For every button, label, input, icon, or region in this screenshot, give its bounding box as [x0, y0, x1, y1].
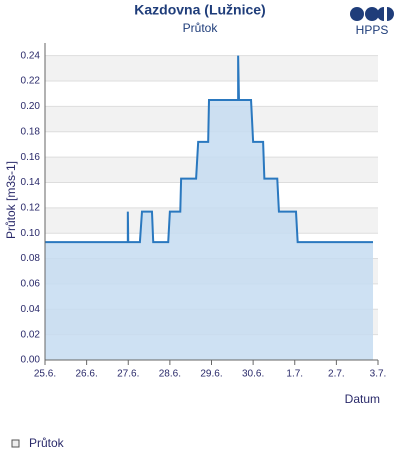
plot	[45, 55, 378, 361]
y-tick-label: 0.00	[21, 355, 41, 366]
x-axis-label: Datum	[345, 392, 380, 406]
logo-icon	[350, 7, 394, 21]
x-tick-label: 29.6.	[200, 369, 222, 380]
y-tick-label: 0.10	[21, 228, 41, 239]
x-tick-label: 1.7.	[286, 369, 303, 380]
y-tick-label: 0.02	[21, 329, 41, 340]
chart-title: Kazdovna (Lužnice)	[134, 2, 265, 18]
y-axis-label: Průtok [m3s-1]	[4, 161, 18, 239]
y-tick-label: 0.18	[21, 126, 41, 137]
y-tick-label: 0.16	[21, 152, 41, 163]
y-tick-label: 0.24	[21, 50, 41, 61]
y-tick-label: 0.06	[21, 279, 41, 290]
x-tick-label: 30.6.	[242, 369, 264, 380]
x-tick-label: 28.6.	[159, 369, 181, 380]
line	[45, 55, 374, 244]
logo-text: HPPS	[356, 23, 389, 37]
y-tick-label: 0.08	[21, 253, 41, 264]
x-tick-label: 25.6.	[34, 369, 56, 380]
x-tick-label: 27.6.	[117, 369, 139, 380]
y-tick-label: 0.14	[21, 177, 41, 188]
x-tick-label: 3.7.	[370, 369, 387, 380]
y-tick-label: 0.04	[21, 304, 41, 315]
grid-band	[45, 55, 378, 82]
x-tick-label: 2.7.	[328, 369, 345, 380]
area	[45, 55, 374, 361]
y-tick-label: 0.12	[21, 202, 41, 213]
legend-label[interactable]: Průtok	[29, 436, 65, 450]
y-tick-label: 0.22	[21, 76, 41, 87]
chart-subtitle: Průtok	[183, 21, 219, 35]
x-tick-label: 26.6.	[76, 369, 98, 380]
legend-swatch	[11, 439, 20, 448]
y-tick-label: 0.20	[21, 101, 41, 112]
